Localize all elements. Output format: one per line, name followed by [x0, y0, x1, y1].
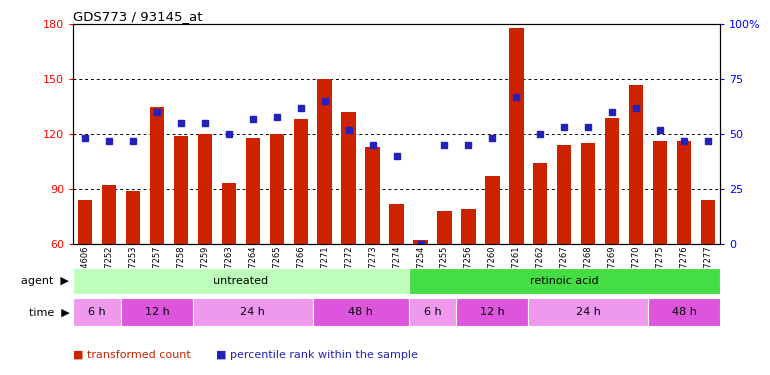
Bar: [390, 204, 403, 244]
Bar: [528, 298, 648, 326]
Bar: [581, 143, 595, 244]
Bar: [293, 119, 308, 244]
Bar: [78, 200, 92, 244]
Bar: [701, 200, 715, 244]
Bar: [409, 298, 457, 326]
Bar: [317, 79, 332, 244]
Text: GDS773 / 93145_at: GDS773 / 93145_at: [73, 10, 203, 23]
Text: 12 h: 12 h: [480, 307, 505, 317]
Text: 12 h: 12 h: [145, 307, 169, 317]
Text: untreated: untreated: [213, 276, 269, 286]
Bar: [461, 209, 476, 244]
Bar: [605, 118, 619, 244]
Bar: [457, 298, 528, 326]
Text: ■ transformed count: ■ transformed count: [73, 350, 191, 360]
Bar: [313, 298, 409, 326]
Bar: [121, 298, 193, 326]
Text: 24 h: 24 h: [576, 307, 601, 317]
Bar: [246, 138, 260, 244]
Bar: [533, 164, 547, 244]
Bar: [653, 141, 668, 244]
Text: 48 h: 48 h: [348, 307, 373, 317]
Text: ■ percentile rank within the sample: ■ percentile rank within the sample: [216, 350, 417, 360]
Bar: [409, 268, 720, 294]
Bar: [126, 191, 140, 244]
Bar: [270, 134, 284, 244]
Text: 48 h: 48 h: [671, 307, 696, 317]
Text: time  ▶: time ▶: [28, 307, 69, 317]
Text: 24 h: 24 h: [240, 307, 265, 317]
Text: agent  ▶: agent ▶: [22, 276, 69, 286]
Bar: [413, 240, 427, 244]
Text: 6 h: 6 h: [89, 307, 106, 317]
Bar: [150, 106, 164, 244]
Bar: [198, 134, 212, 244]
Text: retinoic acid: retinoic acid: [530, 276, 598, 286]
Bar: [629, 85, 643, 244]
Bar: [193, 298, 313, 326]
Bar: [73, 268, 409, 294]
Bar: [648, 298, 720, 326]
Bar: [102, 185, 116, 244]
Bar: [437, 211, 452, 244]
Bar: [677, 141, 691, 244]
Bar: [341, 112, 356, 244]
Bar: [174, 136, 188, 244]
Bar: [73, 298, 121, 326]
Bar: [557, 145, 571, 244]
Bar: [485, 176, 500, 244]
Text: 6 h: 6 h: [424, 307, 441, 317]
Bar: [366, 147, 380, 244]
Bar: [509, 28, 524, 244]
Bar: [222, 183, 236, 244]
